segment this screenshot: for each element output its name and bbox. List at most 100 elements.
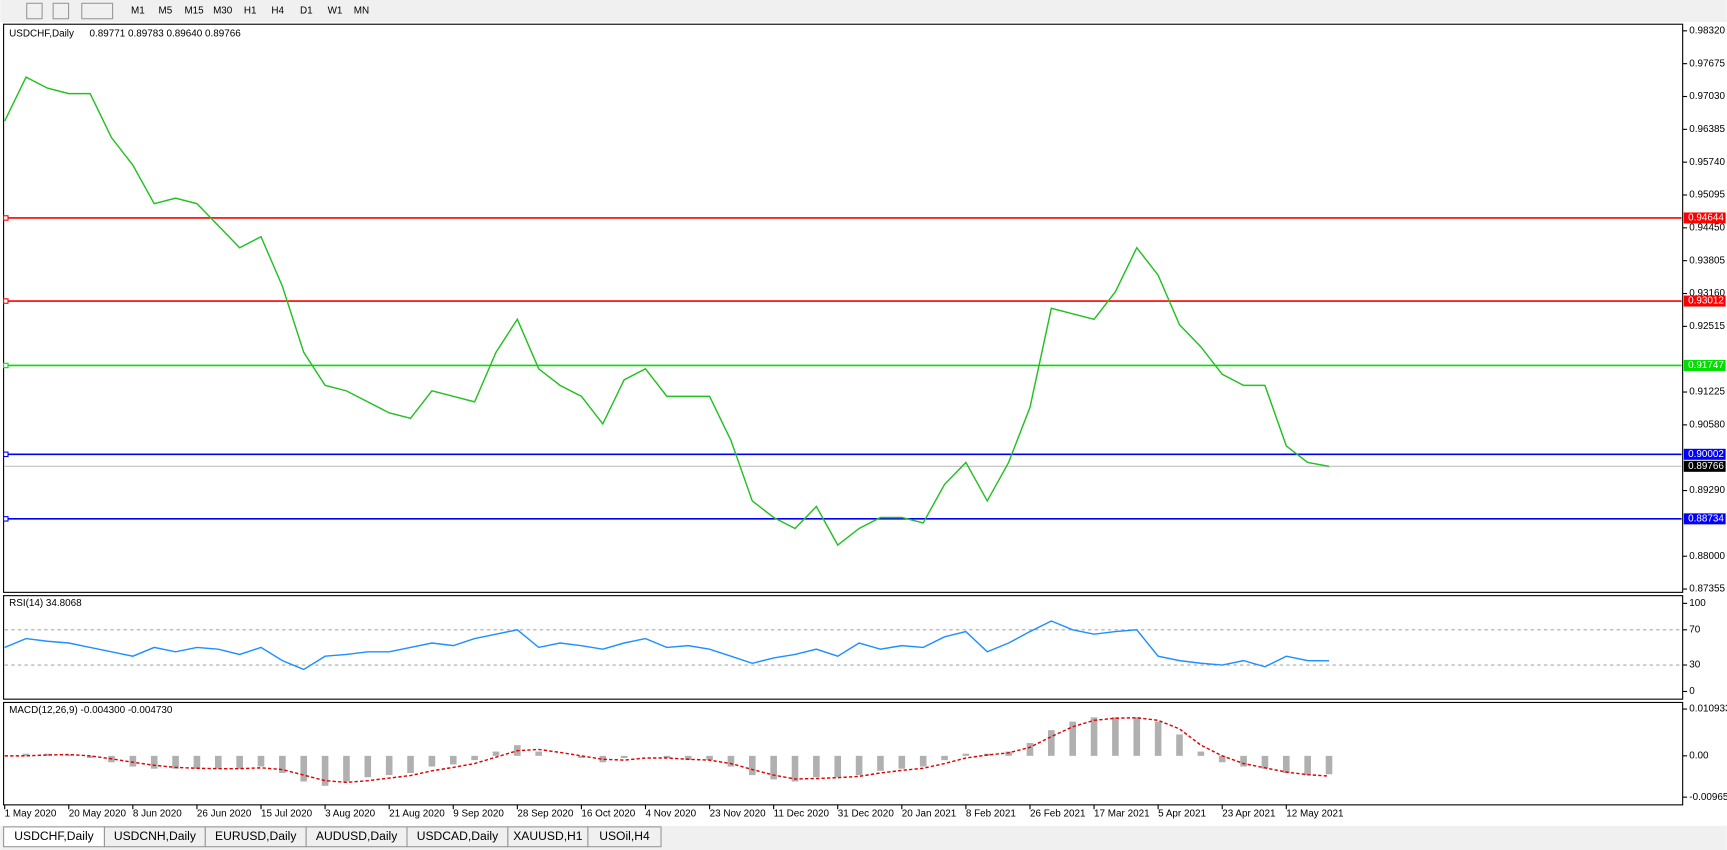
- macd-bar: [1197, 751, 1205, 756]
- x-tick-label: 11 Dec 2020: [774, 808, 830, 819]
- level-label-bg: [1683, 513, 1726, 525]
- timeframe-button[interactable]: M5: [159, 6, 173, 17]
- macd-panel: [3, 701, 1684, 806]
- level-handle: [3, 215, 9, 221]
- label-tool-icon[interactable]: [52, 2, 70, 20]
- y-tick-label: 0.91225: [1689, 387, 1725, 398]
- signal-line: [4, 717, 1330, 784]
- y-tick-label: 0.93805: [1689, 255, 1725, 266]
- chart-tab-label[interactable]: XAUUSD,H1: [513, 829, 583, 843]
- macd-bar: [1112, 717, 1119, 756]
- macd-bar: [150, 755, 158, 769]
- macd-bar: [193, 755, 201, 769]
- level-label-bg: [1683, 359, 1726, 371]
- macd-bar: [1133, 717, 1141, 756]
- level-label-bg: [1683, 448, 1726, 460]
- level-label: 0.90002: [1688, 449, 1724, 460]
- macd-bar: [663, 755, 671, 758]
- timeframe-button[interactable]: M15: [184, 6, 204, 17]
- level-label-bg: [1683, 295, 1726, 307]
- macd-bar: [706, 755, 713, 761]
- y-tick-label: 100: [1689, 598, 1706, 609]
- timeframe-button[interactable]: D1: [300, 6, 313, 17]
- chart-tab-label[interactable]: USDCAD,Daily: [417, 829, 499, 843]
- level-label: 0.88734: [1688, 513, 1724, 524]
- quote-header: 0.89771 0.89783 0.89640 0.89766: [89, 29, 241, 40]
- macd-bar: [877, 755, 884, 771]
- shapes-tool-icon[interactable]: [81, 2, 114, 20]
- level-handle: [3, 516, 9, 522]
- y-tick-label: 0.97030: [1689, 91, 1725, 102]
- y-tick-label: 0: [1689, 686, 1695, 697]
- level-handle: [3, 362, 9, 369]
- level-handle: [3, 451, 9, 458]
- macd-bar: [1240, 755, 1247, 767]
- panel-title: MACD(12,26,9) -0.004300 -0.004730: [9, 705, 173, 716]
- macd-bar: [22, 753, 30, 756]
- current-price-bg: [1683, 460, 1726, 472]
- macd-bar: [919, 755, 927, 767]
- macd-bar: [748, 755, 756, 776]
- macd-bar: [1069, 721, 1076, 756]
- timeframe-button[interactable]: M30: [213, 6, 233, 17]
- series-line: [4, 76, 1330, 547]
- level-label: 0.91747: [1688, 360, 1724, 371]
- timeframe-button[interactable]: M1: [131, 6, 145, 17]
- y-tick-label: 0.96385: [1689, 124, 1725, 135]
- level-label: 0.94644: [1688, 213, 1724, 224]
- y-tick-label: 30: [1689, 660, 1701, 671]
- macd-bar: [428, 755, 436, 767]
- y-tick-label: 0.90580: [1689, 419, 1725, 430]
- text-tool-icon[interactable]: [26, 2, 43, 20]
- macd-bar: [449, 755, 457, 765]
- chart-tab-label[interactable]: EURUSD,Daily: [215, 829, 297, 843]
- x-tick-label: 1 May 2020: [5, 808, 57, 819]
- panel-title: USDCHF,Daily: [9, 29, 74, 40]
- chart-tab-label[interactable]: USDCHF,Daily: [14, 829, 94, 843]
- chart-tab-label[interactable]: USOil,H4: [599, 829, 650, 843]
- chart-tab-label[interactable]: USDCNH,Daily: [114, 829, 197, 843]
- x-tick-label: 23 Nov 2020: [710, 808, 767, 819]
- chart-tab[interactable]: [587, 826, 662, 848]
- macd-bar: [727, 755, 735, 767]
- macd-bar: [578, 755, 585, 758]
- panel-title: RSI(14) 34.8068: [9, 598, 82, 609]
- macd-bar: [1005, 751, 1012, 756]
- macd-bar: [1090, 717, 1098, 756]
- x-tick-label: 20 Jan 2021: [902, 808, 957, 819]
- y-tick-label: 0.92515: [1689, 321, 1725, 332]
- macd-bar: [1282, 755, 1290, 773]
- macd-bar: [172, 755, 179, 769]
- timeframe-button[interactable]: H4: [271, 6, 284, 17]
- macd-bar: [492, 751, 500, 756]
- price-panel: [3, 23, 1684, 593]
- macd-bar: [407, 755, 414, 773]
- x-tick-label: 15 Jul 2020: [261, 808, 313, 819]
- x-tick-label: 28 Sep 2020: [517, 808, 574, 819]
- timeframe-button[interactable]: W1: [328, 6, 343, 17]
- macd-bar: [257, 755, 265, 767]
- level-label: 0.93012: [1688, 296, 1724, 307]
- macd-bar: [599, 755, 607, 763]
- timeframe-button[interactable]: MN: [354, 6, 369, 17]
- macd-bar: [385, 755, 393, 776]
- macd-bar: [898, 755, 906, 769]
- y-tick-label: 70: [1689, 624, 1701, 635]
- level-label-bg: [1683, 212, 1726, 224]
- y-tick-label: 0.98320: [1689, 25, 1725, 36]
- macd-bar: [1154, 721, 1162, 756]
- x-tick-label: 26 Feb 2021: [1030, 808, 1086, 819]
- macd-bar: [129, 755, 137, 767]
- macd-bar: [1026, 743, 1034, 756]
- chart-tab-label[interactable]: AUDUSD,Daily: [316, 829, 398, 843]
- macd-bar: [791, 755, 799, 782]
- y-tick-label: 0.87355: [1689, 584, 1725, 595]
- macd-bar: [834, 755, 842, 778]
- macd-bar: [770, 755, 777, 780]
- y-tick-label: 0.010933: [1689, 704, 1727, 715]
- timeframe-button[interactable]: H1: [244, 6, 257, 17]
- level-handle: [3, 298, 9, 304]
- x-tick-label: 23 Apr 2021: [1222, 808, 1276, 819]
- y-tick-label: 0.94450: [1689, 222, 1725, 233]
